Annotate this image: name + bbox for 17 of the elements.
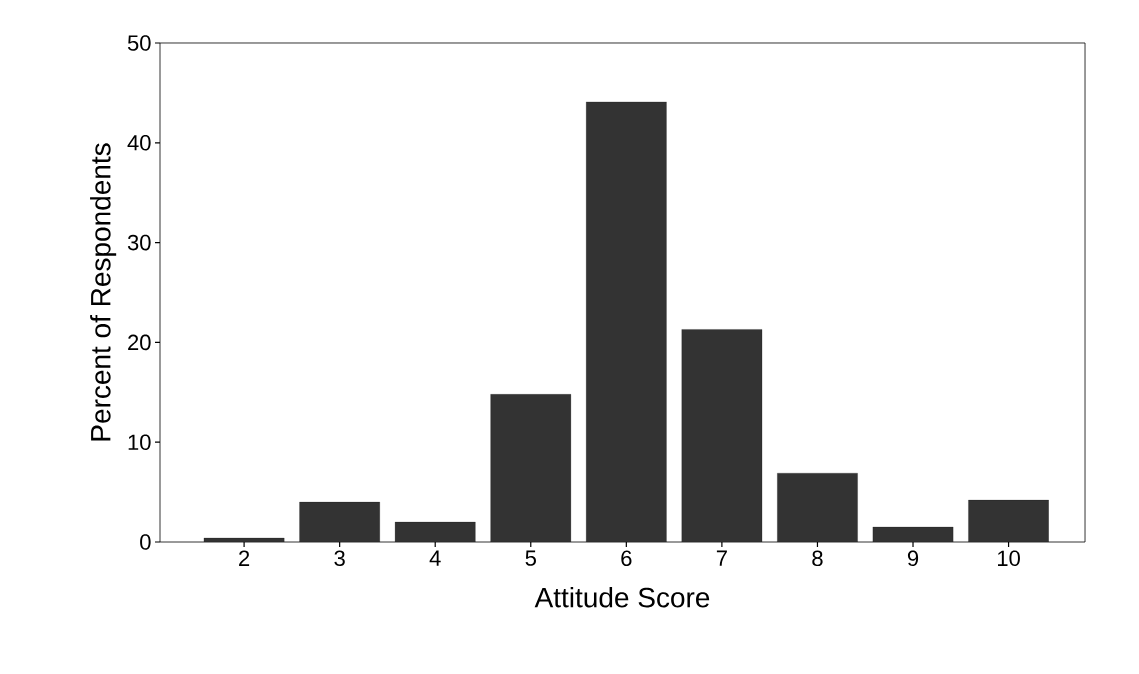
x-tick-label: 2	[239, 550, 250, 566]
y-tick-label: 0	[140, 534, 151, 550]
y-tick-label: 40	[127, 135, 151, 151]
y-tick-label: 30	[127, 234, 151, 251]
x-tick-label: 6	[621, 550, 632, 567]
x-tick-label: 8	[812, 550, 823, 567]
x-tick-label: 9	[907, 550, 919, 567]
x-axis-title: Attitude Score	[534, 586, 710, 608]
x-tick-label: 7	[716, 550, 727, 566]
y-tick-label: 50	[127, 35, 151, 51]
x-tick-label: 10	[998, 550, 1020, 567]
y-tick-label: 10	[128, 434, 151, 450]
y-tick-label: 20	[128, 334, 151, 351]
y-axis-title: Percent of Respondents	[90, 143, 117, 441]
x-tick-label: 5	[525, 550, 536, 566]
x-tick-label: 4	[429, 550, 441, 566]
x-tick-label: 3	[334, 550, 345, 567]
